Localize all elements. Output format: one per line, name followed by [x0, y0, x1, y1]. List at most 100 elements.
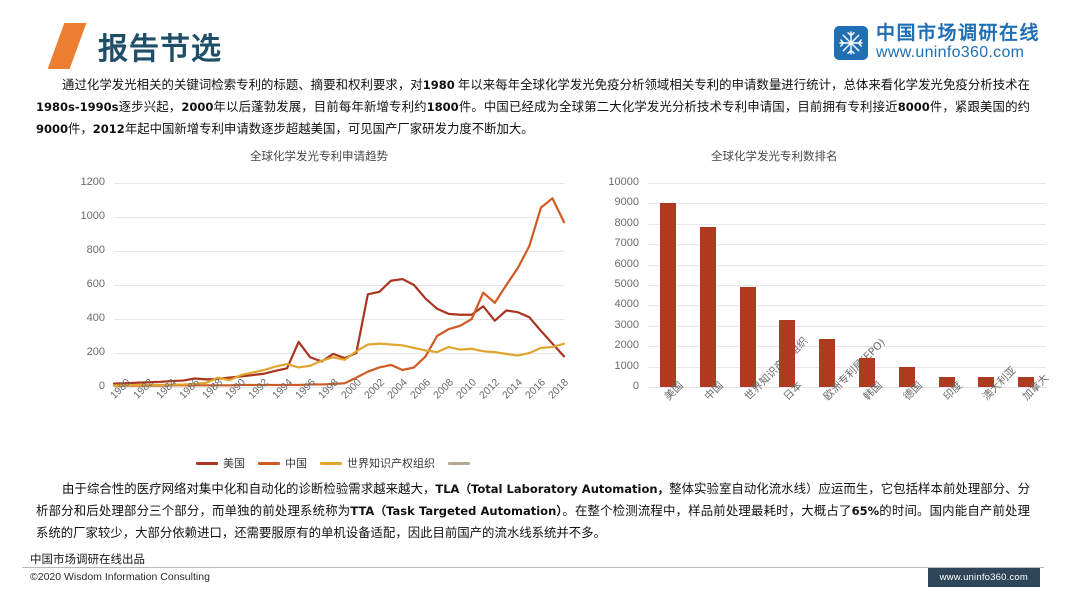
gridline [114, 183, 564, 184]
body-text: 通过化学发光相关的关键词检索专利的标题、摘要和权利要求，对 [62, 78, 423, 92]
brand-name: 中国市场调研在线 [875, 22, 1040, 44]
legend-color-swatch [320, 461, 342, 465]
patent-ranking-chart: 0 1000 2000 3000 4000 5000 6000 7000 8000 9000 100… [596, 175, 1056, 465]
bar[interactable] [978, 377, 995, 387]
body-text: 由于综合性的医疗网络对集中化和自动化的诊断检验需求越来越大， [62, 482, 436, 496]
page-title: 报告节选 [98, 32, 222, 67]
body-text: 件，紧跟美国的约 [929, 100, 1031, 114]
legend-color-swatch [258, 461, 280, 465]
bar[interactable] [858, 358, 875, 387]
y-axis-tick-label: 0 [98, 380, 105, 392]
snowflake-icon [833, 25, 868, 60]
footer-producer: 中国市场调研在线出品 [30, 552, 145, 566]
body-text: 年起中国新增专利申请数逐步超越美国，可见国产厂家研发力度不断加大。 [124, 122, 534, 136]
legend-item[interactable] [448, 461, 475, 465]
left-chart-title: 全球化学发光专利申请趋势 [250, 151, 388, 163]
legend-color-swatch [448, 461, 470, 465]
x-axis-category-label: 加拿大 [1020, 372, 1052, 403]
footer-divider [22, 567, 1044, 568]
legend-item[interactable]: 中国 [258, 455, 307, 471]
bar[interactable] [659, 203, 676, 387]
y-axis-tick-label: 400 [86, 312, 105, 324]
y-axis-tick-label: 10000 [608, 176, 639, 188]
body-text: 件。中国已经成为全球第二大化学发光分析技术专利申请国，目前拥有专利接近 [458, 100, 898, 114]
legend-item[interactable]: 世界知识产权组织 [320, 455, 435, 471]
line-series [112, 277, 566, 385]
bar[interactable] [938, 376, 955, 387]
emphasis-text: 9000 [36, 122, 69, 136]
body-text: 件， [68, 122, 93, 136]
gridline [648, 264, 1046, 266]
legend-label: 中国 [285, 457, 307, 470]
gridline [648, 366, 1046, 368]
legend-label: 美国 [223, 457, 245, 470]
gridline [648, 285, 1046, 286]
body-text: 。在整个检测流程中，样品前处理最耗时，大概占了 [562, 504, 852, 518]
emphasis-text: TLA（Total Laboratory Automation， [435, 482, 670, 496]
bar[interactable] [699, 226, 716, 387]
body-text: 逐步兴起， [118, 100, 182, 114]
gridline [114, 319, 564, 320]
bar[interactable] [898, 366, 915, 387]
y-axis-tick-label: 200 [86, 346, 105, 358]
y-axis-tick-label: 600 [86, 278, 105, 290]
footer-url-badge[interactable]: www.uninfo360.com [927, 568, 1040, 587]
emphasis-text: 2000 [181, 100, 214, 114]
y-axis-tick-label: 800 [86, 244, 105, 256]
y-axis-tick-label: 7000 [614, 237, 639, 250]
gridline [648, 387, 1046, 388]
gridline [114, 251, 564, 252]
patent-trend-chart: 0 200 400 600 800 1000 1200 1980 1982 1984 1986 198… [62, 175, 572, 465]
emphasis-text: 1800 [426, 100, 459, 114]
footer-copyright: ©2020 Wisdom Information Consulting [30, 571, 210, 583]
y-axis-tick-label: 9000 [614, 196, 639, 209]
line-series [112, 197, 566, 387]
gridline [114, 217, 564, 218]
y-axis-tick-label: 2000 [614, 339, 639, 352]
intro-paragraph: 通过化学发光相关的关键词检索专利的标题、摘要和权利要求，对1980 年以来每年全… [36, 74, 1030, 140]
y-axis-tick-label: 8000 [614, 216, 639, 229]
y-axis-tick-label: 1200 [80, 176, 105, 188]
emphasis-text: 2012 [92, 122, 125, 136]
y-axis-tick-label: 5000 [614, 278, 639, 290]
line-series [112, 342, 566, 387]
legend-item[interactable]: 美国 [196, 455, 245, 471]
gridline [648, 203, 1046, 205]
brand-url: www.uninfo360.com [875, 44, 1025, 61]
body-text: 年以来每年全球化学发光免疫分析领域相关专利的申请数量进行统计，总体来看化学发光免… [454, 78, 1030, 92]
gridline [648, 346, 1046, 348]
emphasis-text: 65% [851, 504, 880, 518]
brand-logo: 中国市场调研在线 www.uninfo360.com [833, 22, 1040, 61]
body-text: 年以后蓬勃发展，目前每年新增专利约 [213, 100, 427, 114]
legend-color-swatch [196, 461, 218, 465]
y-axis-tick-label: 4000 [614, 298, 639, 311]
gridline [114, 387, 564, 388]
gridline [648, 223, 1046, 225]
line-series-group [112, 197, 566, 387]
y-axis-tick-label: 1000 [614, 359, 639, 372]
gridline [114, 353, 564, 354]
emphasis-text: 8000 [897, 100, 930, 114]
y-axis-tick-label: 0 [632, 380, 639, 392]
emphasis-text: TTA（Task Targeted Automation） [350, 504, 563, 518]
accent-slash-icon [47, 23, 87, 69]
bar[interactable] [819, 339, 836, 387]
emphasis-text: 1980 [422, 78, 455, 92]
y-axis-tick-label: 6000 [614, 257, 639, 270]
gridline [648, 244, 1046, 246]
legend-label: 世界知识产权组织 [347, 457, 435, 470]
emphasis-text: 1980s-1990s [36, 100, 119, 114]
y-axis-tick-label: 3000 [614, 318, 639, 331]
gridline [648, 325, 1046, 327]
gridline [114, 285, 564, 286]
right-chart-title: 全球化学发光专利数排名 [711, 151, 838, 163]
body-text: 整体实验室自动化流水线）应运而生，它包括样本前处理部分、分析部分和后处理部分三个… [36, 482, 1030, 518]
body-text: 的时间。国内能自产前处理系统的厂家较少，大部分依赖进口，还需要服原有的单机设备适… [36, 504, 1031, 540]
y-axis-tick-label: 1000 [80, 210, 105, 222]
line-chart-legend: 美国 中国 世界知识产权组织 [196, 455, 475, 471]
conclusion-paragraph: 由于综合性的医疗网络对集中化和自动化的诊断检验需求越来越大，TLA（Total … [36, 478, 1030, 544]
bar[interactable] [739, 287, 756, 387]
bar[interactable] [779, 319, 796, 387]
bar[interactable] [1018, 377, 1035, 387]
